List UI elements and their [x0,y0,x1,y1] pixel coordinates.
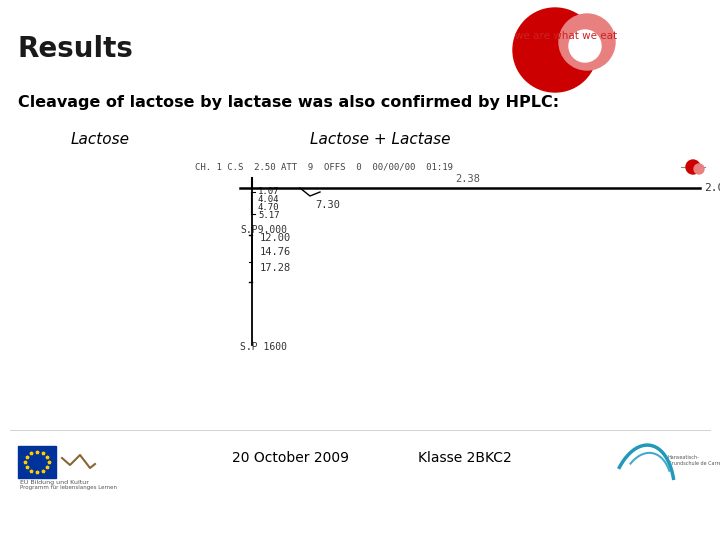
Text: 2.08: 2.08 [704,183,720,193]
Text: 14.76: 14.76 [260,247,292,257]
Text: 1.07: 1.07 [258,187,279,197]
Text: 7.30: 7.30 [315,200,340,210]
Text: Klasse 2BKC2: Klasse 2BKC2 [418,451,512,465]
Text: we are what we eat: we are what we eat [515,31,617,41]
Text: S.P 1600: S.P 1600 [240,342,287,352]
Text: Programm für lebenslanges Lernen: Programm für lebenslanges Lernen [20,485,117,490]
Text: 12.00: 12.00 [260,233,292,243]
Circle shape [513,8,597,92]
Text: Cleavage of lactose by lactase was also confirmed by HPLC:: Cleavage of lactose by lactase was also … [18,95,559,110]
Text: EU Bildung und Kultur: EU Bildung und Kultur [20,480,89,485]
Text: Hanseatisch-
Grundschule de Carre: Hanseatisch- Grundschule de Carre [668,455,720,466]
Text: Lactose: Lactose [71,132,130,147]
Circle shape [686,160,700,174]
Bar [18,446,56,478]
Text: 20 October 2009: 20 October 2009 [232,451,348,465]
Text: 2.38: 2.38 [455,174,480,184]
Text: 4.70: 4.70 [258,204,279,213]
Circle shape [694,164,704,174]
Text: Results: Results [18,35,134,63]
Text: Lactose + Lactase: Lactose + Lactase [310,132,450,147]
Text: S.P9.000: S.P9.000 [240,225,287,235]
Text: 4.04: 4.04 [258,195,279,205]
Circle shape [559,14,615,70]
Text: CH. 1 C.S  2.50 ATT  9  OFFS  0  00/00/00  01:19: CH. 1 C.S 2.50 ATT 9 OFFS 0 00/00/00 01:… [195,162,453,171]
Text: 5.17: 5.17 [258,212,279,220]
Text: 17.28: 17.28 [260,263,292,273]
Circle shape [569,30,601,62]
